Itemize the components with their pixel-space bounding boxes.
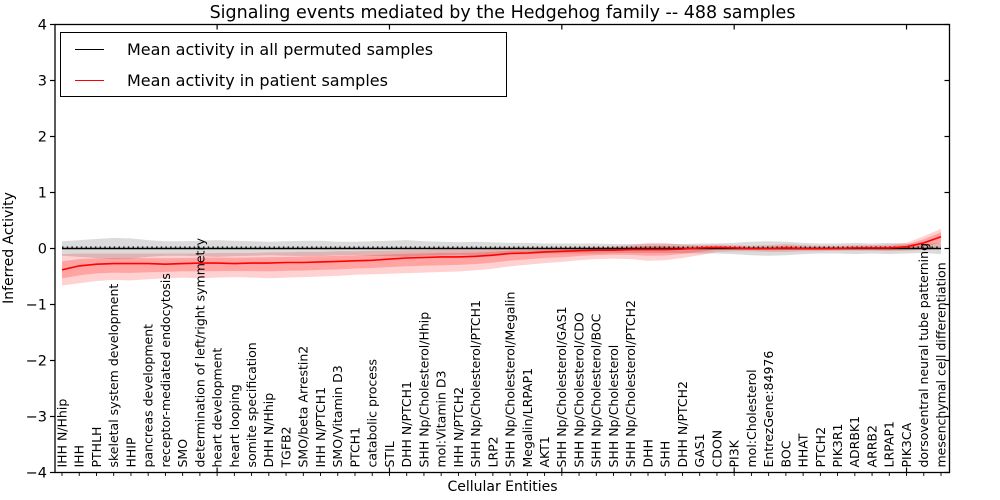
y-tick-label: 0 <box>38 242 47 258</box>
x-axis-category-label: PIK3CA <box>899 422 914 467</box>
x-axis-category-label: mol:Cholesterol <box>744 369 759 467</box>
x-axis-category-label: AKT1 <box>537 436 552 467</box>
patient-line-sample <box>75 80 104 81</box>
y-tick-label: −2 <box>26 354 47 370</box>
x-axis-category-label: LRP2 <box>485 436 500 467</box>
y-tick-label: 2 <box>38 130 47 146</box>
x-axis-category-label: SHH Np/Cholesterol/GAS1 <box>554 306 569 467</box>
x-axis-category-label: heart development <box>210 348 225 468</box>
y-tick-label: 3 <box>38 74 47 90</box>
x-axis-category-label: PTCH2 <box>813 427 828 468</box>
x-axis-category-label: PTCH1 <box>347 427 362 468</box>
x-axis-category-label: ARRB2 <box>864 425 879 467</box>
x-axis-category-label: SHH Np/Cholesterol/Hhip <box>416 312 431 468</box>
x-axis-category-label: dorsoventral neural tube patterning <box>916 243 931 468</box>
x-axis-category-label: IHH N/PTCH1 <box>313 387 328 468</box>
y-tick-label: −3 <box>26 410 47 426</box>
x-axis-category-label: SMO/beta Arrestin2 <box>296 346 311 468</box>
x-axis-category-label: mol:Vitamin D3 <box>434 371 449 468</box>
x-axis-category-label: IHH N/Hhip <box>54 399 69 468</box>
x-axis-category-label: determination of left/right symmetry <box>192 237 207 467</box>
x-axis-category-label: Megalin/LRPAP1 <box>520 368 535 468</box>
y-tick-label: 1 <box>38 186 47 202</box>
x-axis-category-label: skeletal system development <box>106 284 121 468</box>
legend-box: Mean activity in all permuted samples Me… <box>60 32 507 97</box>
legend-label-patient: Mean activity in patient samples <box>127 71 388 90</box>
x-axis-category-label: SHH Np/Cholesterol/PTCH1 <box>468 300 483 468</box>
x-axis-category-label: DHH <box>640 439 655 467</box>
x-axis-category-label: STIL <box>382 441 397 467</box>
legend-entry-permuted: Mean activity in all permuted samples <box>61 34 506 65</box>
y-tick-label: −1 <box>26 298 47 314</box>
x-axis-category-label: CDON <box>709 430 724 468</box>
legend-label-permuted: Mean activity in all permuted samples <box>127 40 434 59</box>
x-axis-category-label: IHH <box>72 445 87 468</box>
x-axis-category-label: DHH N/Hhip <box>261 393 276 468</box>
x-axis-category-label: PTHLH <box>89 427 104 468</box>
x-axis-category-label: ADRBK1 <box>847 416 862 468</box>
x-axis-category-label: SHH Np/Cholesterol <box>606 345 621 468</box>
x-axis-category-label: SHH Np/Cholesterol/Megalin <box>503 292 518 468</box>
x-axis-category-label: catabolic process <box>365 359 380 468</box>
patient-mean-line <box>61 235 942 271</box>
x-axis-category-label: BOC <box>778 440 793 467</box>
patient-band-outer <box>62 228 941 286</box>
x-axis-category-label: DHH N/PTCH2 <box>675 381 690 467</box>
x-axis-category-label: HHAT <box>796 433 811 467</box>
legend-entry-patient: Mean activity in patient samples <box>61 65 506 96</box>
x-axis-category-label: SMO <box>175 439 190 468</box>
x-axis-category-label: IHH N/PTCH2 <box>451 387 466 468</box>
x-axis-category-label: DHH N/PTCH1 <box>399 381 414 467</box>
permuted-line-sample <box>75 49 104 50</box>
x-axis-category-label: SHH <box>658 441 673 468</box>
x-axis-category-label: somite specification <box>244 342 259 467</box>
x-axis-category-label: GAS1 <box>692 433 707 467</box>
x-axis-title: Cellular Entities <box>447 479 558 495</box>
x-axis-category-label: SHH Np/Cholesterol/BOC <box>589 313 604 467</box>
x-axis-category-label: PI3K <box>727 439 742 467</box>
x-axis-category-label: mesenchymal cell differentiation <box>933 262 948 467</box>
x-axis-category-label: receptor-mediated endocytosis <box>158 273 173 467</box>
chart-title: Signaling events mediated by the Hedgeho… <box>209 3 796 23</box>
y-tick-label: 4 <box>38 18 47 34</box>
x-axis-category-label: LRPAP1 <box>882 421 897 467</box>
x-axis-category-label: HHIP <box>123 437 138 467</box>
x-axis-category-label: TGFB2 <box>278 426 293 468</box>
x-axis-category-label: SHH Np/Cholesterol/CDO <box>571 312 586 467</box>
x-axis-category-label: PIK3R1 <box>830 423 845 467</box>
x-axis-category-label: SMO/Vitamin D3 <box>330 365 345 467</box>
x-axis-category-label: EntrezGene:84976 <box>761 351 776 468</box>
x-axis-category-label: SHH Np/Cholesterol/PTCH2 <box>623 300 638 468</box>
y-tick-label: −4 <box>26 466 47 482</box>
x-axis-category-label: pancreas development <box>141 324 156 468</box>
patient-band-inner <box>62 232 941 279</box>
x-axis-category-label: heart looping <box>227 384 242 467</box>
